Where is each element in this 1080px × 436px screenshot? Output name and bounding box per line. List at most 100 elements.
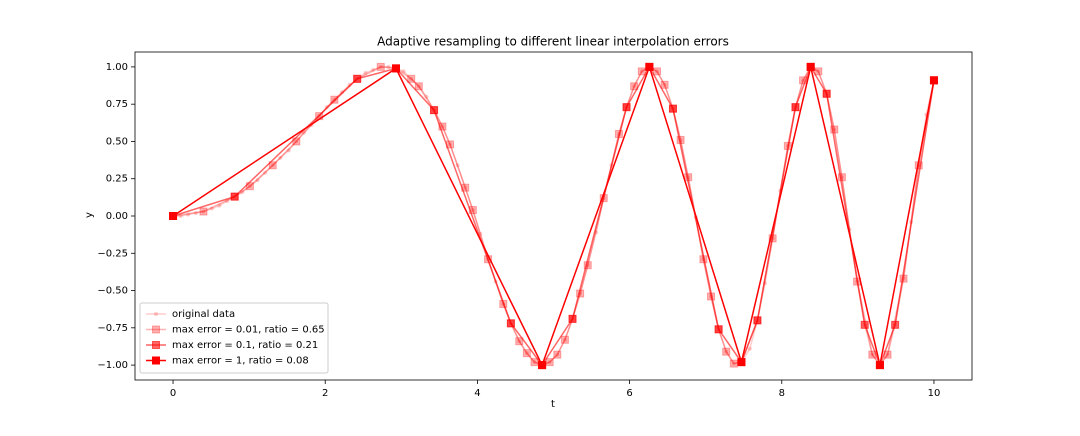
data-marker [560,335,569,344]
data-marker [391,64,400,73]
data-marker [729,359,738,368]
y-tick-label: 0.25 [106,174,128,185]
data-marker [416,84,421,89]
legend: original data max error = 0.01, ratio = 0… [139,302,329,374]
data-marker [747,346,752,351]
data-marker [522,349,531,358]
data-marker [515,337,524,346]
data-marker [407,74,416,83]
data-marker [822,89,831,98]
y-tick-label: −0.25 [97,248,128,259]
legend-marker [154,312,158,316]
data-marker [517,339,522,344]
data-marker [814,67,823,76]
data-marker [545,358,554,367]
data-marker [440,124,445,129]
data-marker [714,325,723,334]
data-marker [553,350,562,359]
data-marker [662,82,667,87]
data-marker [268,161,277,170]
data-marker [186,212,191,217]
data-marker [386,64,391,69]
legend-label: max error = 0.1, ratio = 0.21 [172,340,318,351]
data-marker [286,148,291,153]
data-marker [438,122,447,131]
data-marker [199,207,208,216]
data-marker [230,192,239,201]
legend-label: max error = 1, ratio = 0.08 [172,356,309,367]
data-marker [294,139,299,144]
y-tick-label: 0.00 [106,211,128,222]
x-axis-label: t [551,399,555,410]
data-marker [806,62,815,71]
x-tick-label: 8 [779,388,785,399]
data-marker [470,208,475,213]
data-marker [637,67,646,76]
data-marker [538,361,547,370]
y-tick-label: 0.50 [106,136,128,147]
data-marker [363,70,368,75]
legend-label: original data [172,309,235,320]
data-marker [448,142,453,147]
y-tick-label: −0.75 [97,323,128,334]
data-marker [654,69,659,74]
legend-marker [152,341,160,349]
data-marker [376,62,385,71]
data-marker [622,103,631,112]
data-marker [532,360,537,365]
y-tick-label: −1.00 [97,360,128,371]
data-marker [209,206,214,211]
data-marker [737,358,746,367]
data-marker [178,214,183,218]
data-marker [660,80,669,89]
y-tick-label: 1.00 [106,62,128,73]
data-marker [217,203,222,208]
data-marker [875,361,884,370]
y-tick-label: −0.50 [97,286,128,297]
data-marker [632,84,637,89]
legend-marker [152,325,160,334]
legend-label: max error = 0.01, ratio = 0.65 [172,325,325,336]
series-line [172,64,935,368]
data-marker [668,104,677,113]
legend-box [139,302,329,374]
data-marker [455,163,460,168]
data-marker [645,62,654,71]
data-marker [568,314,577,323]
series-line [173,65,935,367]
x-tick-label: 4 [474,388,480,399]
data-marker [330,95,339,104]
data-marker [530,358,539,367]
data-marker [424,94,429,99]
data-marker [731,361,736,366]
data-marker [722,347,731,356]
y-tick-label: 0.75 [106,99,128,110]
data-marker [506,319,515,328]
data-marker [255,178,260,183]
data-marker [870,352,875,357]
data-marker [524,351,529,356]
data-marker [885,352,890,357]
data-marker [430,106,439,115]
data-marker [639,69,644,74]
plot-frame [134,51,973,381]
data-marker [799,76,808,85]
data-marker [371,67,376,72]
data-marker [724,349,729,354]
data-marker [193,211,198,216]
data-marker [414,82,423,91]
data-marker [801,78,806,83]
data-marker [652,67,661,76]
data-marker [201,209,206,214]
data-marker [929,76,938,85]
legend-marker [152,356,160,365]
data-marker [555,352,560,357]
x-tick-label: 6 [626,388,632,399]
y-axis-label: y [84,212,95,218]
data-marker [837,173,846,182]
data-marker [270,163,275,168]
data-marker [860,320,869,329]
data-marker [278,155,283,160]
series [169,62,938,370]
